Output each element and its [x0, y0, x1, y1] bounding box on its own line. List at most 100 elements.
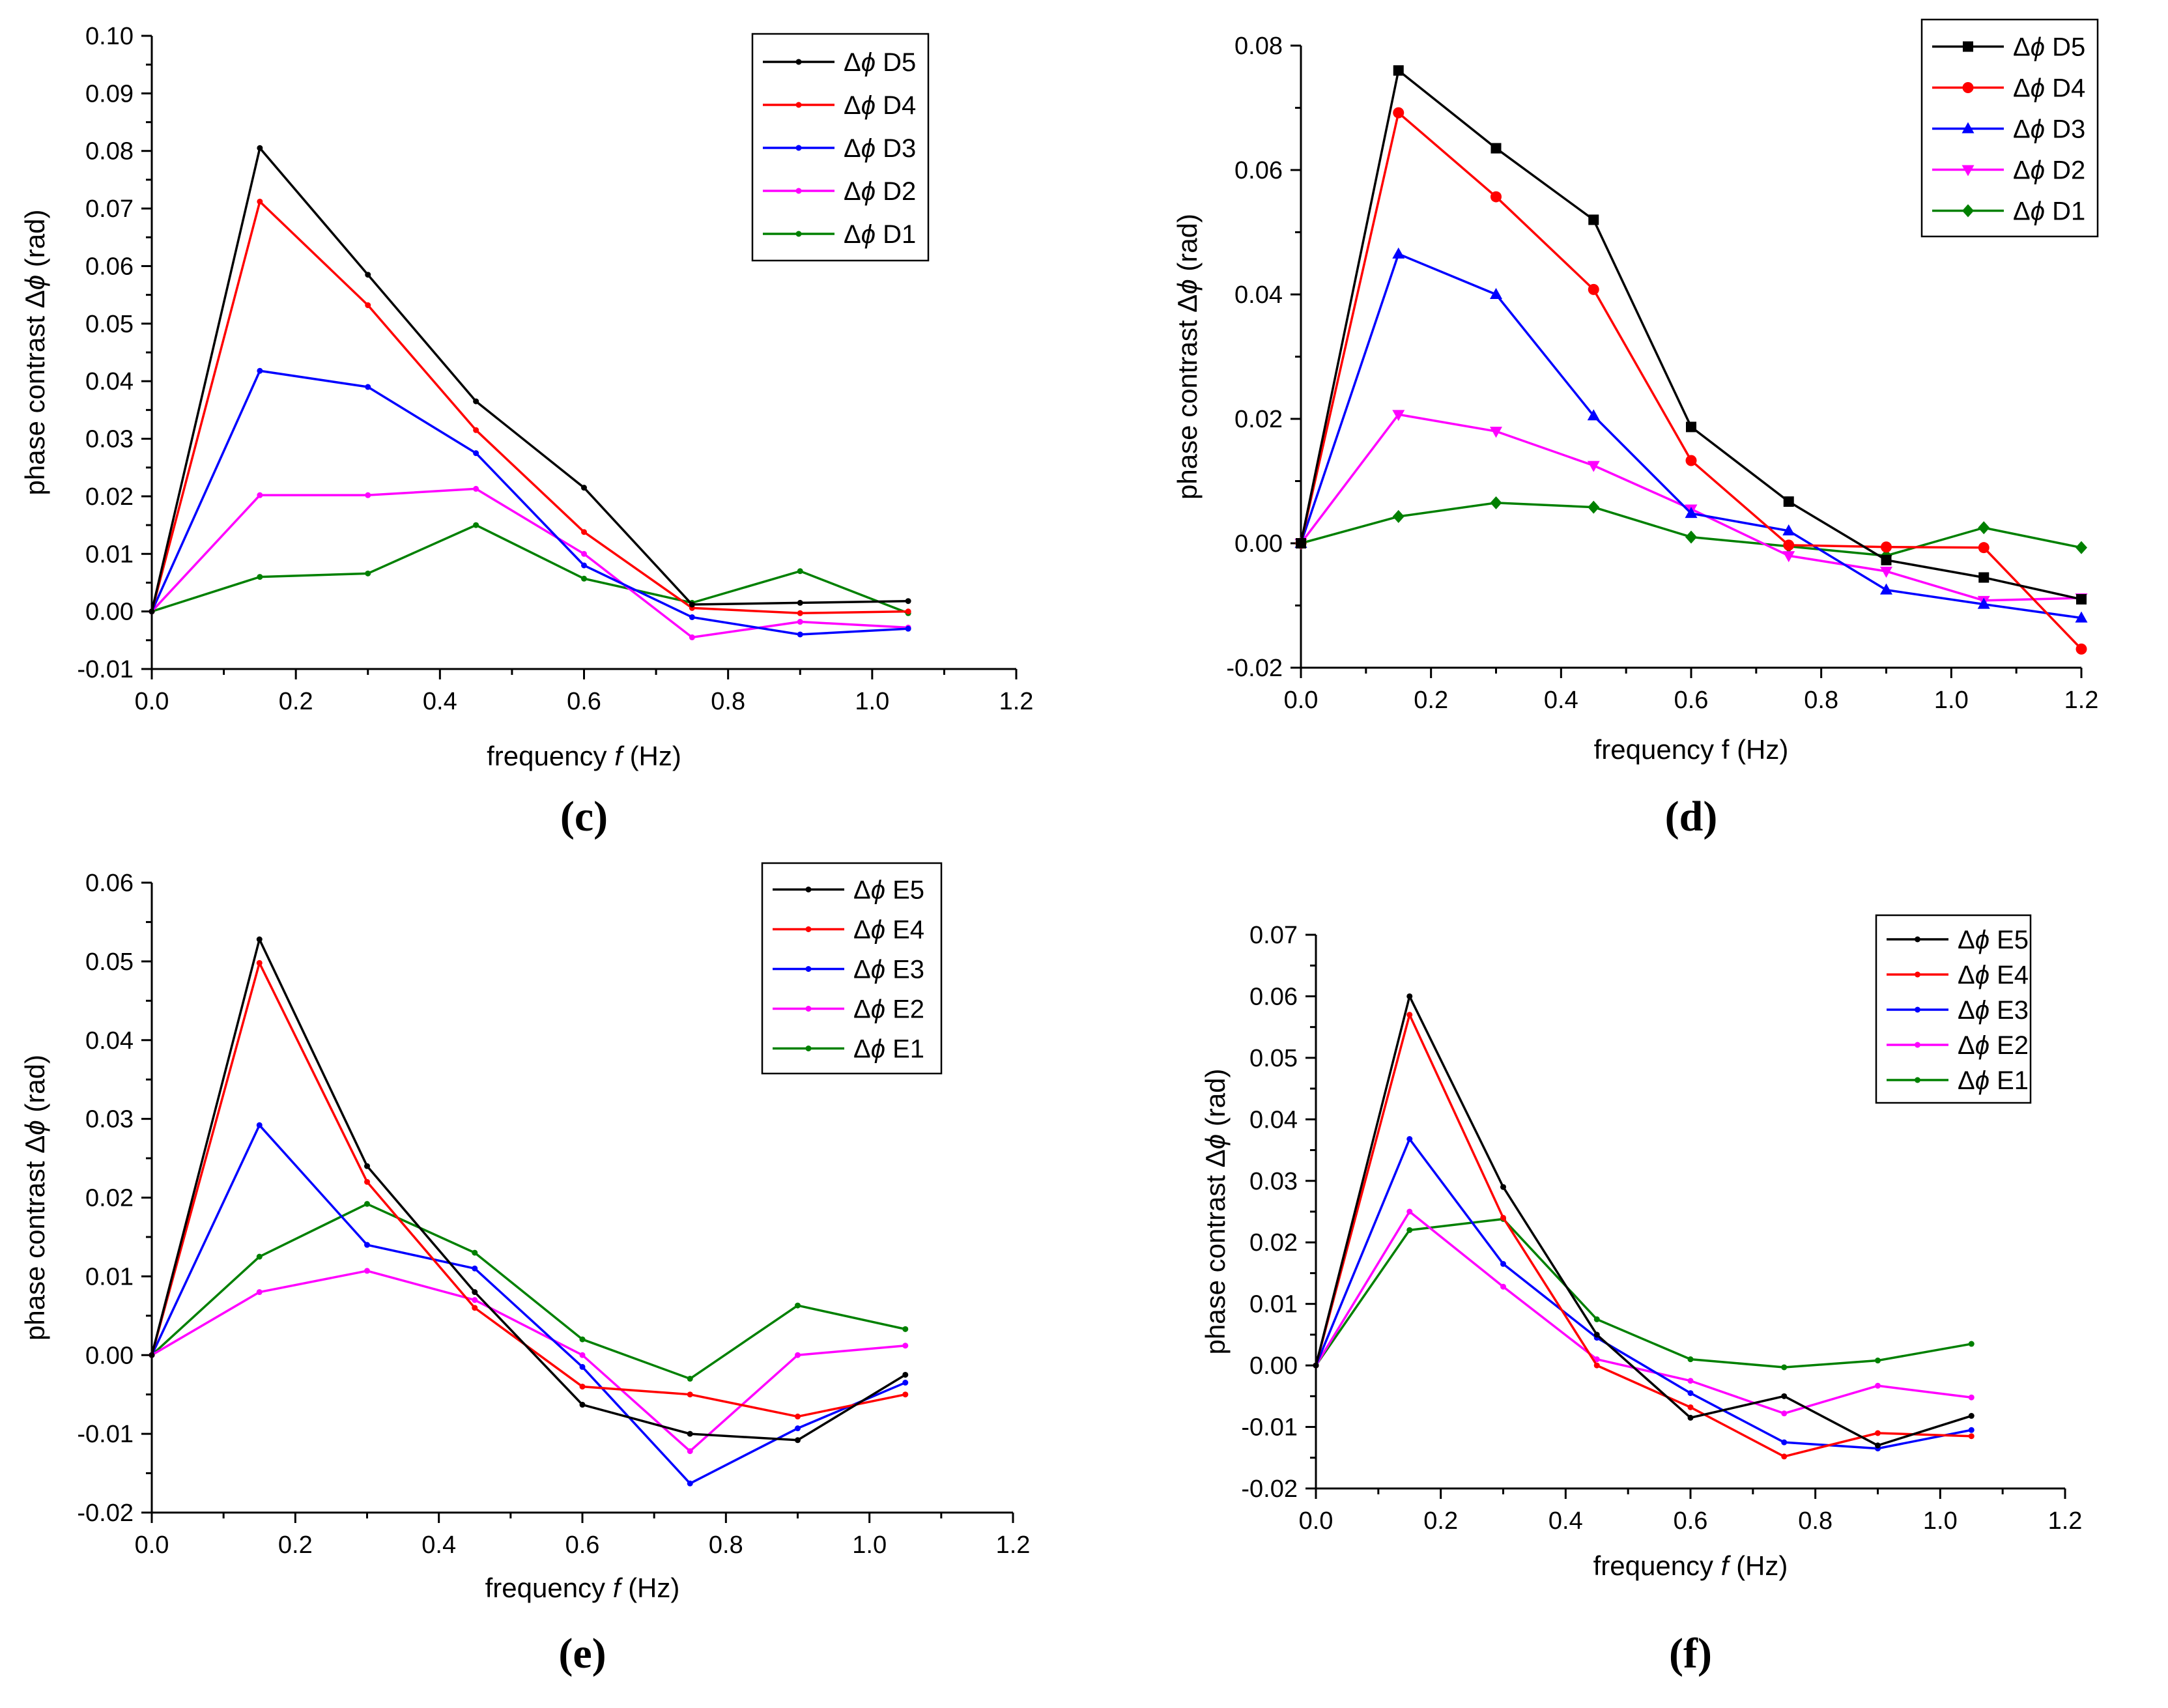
- x-tick-label: 0.6: [567, 688, 601, 715]
- x-axis-label: frequency f (Hz): [485, 1573, 680, 1603]
- panel-label: (c): [560, 793, 608, 840]
- data-point-e1: [1875, 1358, 1881, 1364]
- data-point-d1: [1978, 521, 1990, 535]
- legend-marker: [1961, 122, 1975, 134]
- y-tick-label: 0.04: [85, 1027, 134, 1055]
- data-point-e4: [1500, 1214, 1506, 1221]
- y-tick-label: 0.03: [85, 1106, 134, 1133]
- data-point-e2: [1593, 1356, 1600, 1363]
- data-point-e1: [795, 1302, 801, 1309]
- data-point-e5: [149, 1352, 155, 1358]
- legend-marker: [1915, 1006, 1920, 1013]
- series-line-d3: [150, 369, 909, 636]
- data-point-e5: [579, 1401, 586, 1408]
- data-point-e5: [1313, 1362, 1319, 1369]
- data-point-e2: [902, 1343, 909, 1349]
- data-point-e4: [472, 1305, 478, 1311]
- y-tick-label: 0.00: [85, 599, 134, 626]
- legend-marker: [1962, 204, 1974, 218]
- data-point-d5: [1296, 538, 1306, 548]
- y-tick-label: 0.01: [85, 541, 134, 568]
- x-tick-label: 1.2: [996, 1531, 1031, 1559]
- y-tick-label: 0.06: [1249, 983, 1298, 1010]
- legend-marker: [795, 59, 802, 65]
- x-tick-label: 0.0: [1284, 687, 1319, 714]
- data-point-e5: [795, 1437, 801, 1444]
- series-line-e5: [1315, 995, 1972, 1447]
- data-point-e2: [364, 1268, 370, 1274]
- x-axis-label: frequency f (Hz): [1594, 734, 1789, 765]
- data-point-e2: [1875, 1382, 1881, 1389]
- data-point-d3: [1685, 507, 1698, 519]
- data-point-e3: [579, 1363, 586, 1370]
- legend-marker: [1963, 41, 1973, 52]
- data-point-e5: [1781, 1393, 1788, 1399]
- data-point-d4: [2075, 643, 2087, 655]
- data-point-d2: [257, 492, 263, 498]
- legend-marker: [1915, 1042, 1920, 1048]
- y-tick-label: 0.06: [85, 870, 134, 897]
- series-line-d2: [150, 487, 909, 639]
- y-tick-label: 0.08: [85, 138, 134, 165]
- data-point-d1: [1490, 496, 1502, 509]
- y-axis-label: phase contrast Δϕ (rad): [20, 210, 50, 496]
- x-tick-label: 0.2: [1414, 687, 1448, 714]
- data-point-e5: [1687, 1414, 1694, 1421]
- data-point-d5: [1783, 496, 1794, 507]
- x-tick-label: 0.4: [421, 1531, 456, 1559]
- data-point-e5: [256, 936, 263, 943]
- data-point-e2: [1500, 1283, 1506, 1290]
- data-point-d5: [257, 145, 263, 151]
- data-point-e5: [902, 1371, 909, 1378]
- y-tick-label: 0.06: [1234, 157, 1283, 184]
- panel-label: (f): [1669, 1630, 1712, 1677]
- y-tick-label: 0.05: [1249, 1045, 1298, 1072]
- data-point-e1: [1687, 1356, 1694, 1363]
- x-tick-label: 1.2: [999, 688, 1034, 715]
- data-point-d2: [797, 619, 803, 625]
- data-point-d5: [149, 608, 155, 615]
- series-line-e2: [151, 1270, 906, 1453]
- series-line-e1: [150, 1203, 906, 1380]
- data-point-d3: [581, 562, 587, 569]
- data-point-d1: [1588, 500, 1600, 514]
- data-point-d5: [1588, 214, 1599, 225]
- data-point-e2: [1781, 1410, 1788, 1417]
- data-point-e1: [1781, 1364, 1788, 1371]
- legend-marker: [805, 1046, 812, 1051]
- data-point-e4: [1968, 1433, 1975, 1440]
- series-line-d4: [150, 200, 909, 615]
- x-tick-label: 0.8: [709, 1531, 743, 1559]
- series-line-d5: [150, 147, 909, 612]
- y-tick-label: -0.02: [1226, 655, 1283, 682]
- x-tick-label: 1.0: [1934, 687, 1969, 714]
- data-point-e5: [472, 1289, 478, 1296]
- data-point-d1: [1392, 509, 1405, 523]
- y-tick-label: 0.08: [1234, 33, 1283, 60]
- x-tick-label: 1.2: [2064, 687, 2099, 714]
- x-tick-label: 1.0: [855, 688, 889, 715]
- y-tick-label: 0.09: [85, 80, 134, 107]
- data-point-e4: [1593, 1362, 1600, 1369]
- data-point-d4: [905, 608, 911, 615]
- data-point-d4: [1978, 542, 1990, 554]
- y-tick-label: 0.00: [1234, 530, 1283, 558]
- data-point-e4: [1875, 1430, 1881, 1436]
- data-point-d1: [2075, 541, 2087, 554]
- legend-label: Δϕ D1: [844, 220, 916, 249]
- data-point-d3: [1392, 247, 1405, 259]
- legend-label: Δϕ E4: [853, 916, 924, 945]
- data-point-d5: [1686, 421, 1696, 433]
- legend-marker: [805, 926, 812, 932]
- x-tick-label: 0.2: [278, 1531, 313, 1559]
- chart-panel: 0.0 0.2 0.4 0.6 0.8 1.0 1.2 -0.01 0.00 0.01 0.02 0.…: [20, 23, 1033, 840]
- chart-panel: 0.0 0.2 0.4 0.6 0.8 1.0 1.2 -0.02 0.00 0.02 0.04 0.…: [1172, 18, 2099, 840]
- data-point-d4: [797, 610, 803, 616]
- data-point-e5: [1593, 1331, 1600, 1338]
- data-point-e1: [1406, 1227, 1413, 1233]
- data-point-d2: [1880, 566, 1892, 578]
- x-tick-label: 0.4: [1544, 687, 1578, 714]
- data-point-d2: [1782, 551, 1795, 563]
- y-tick-label: 0.10: [85, 23, 134, 50]
